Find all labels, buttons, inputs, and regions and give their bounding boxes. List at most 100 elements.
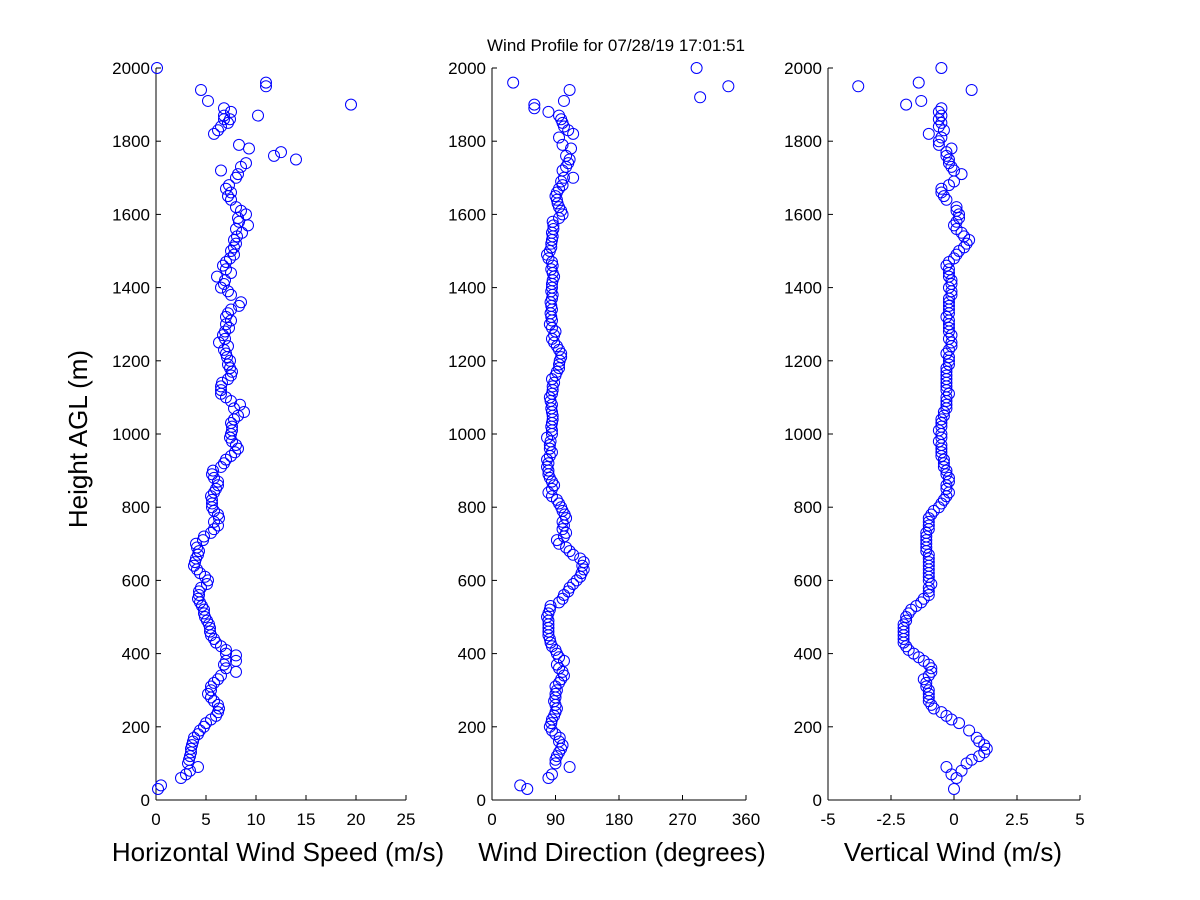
data-point — [220, 263, 232, 276]
data-point — [922, 691, 935, 704]
data-point — [574, 552, 587, 565]
y-tick-label: 800 — [122, 498, 150, 517]
data-point — [560, 526, 573, 539]
data-point — [932, 138, 945, 151]
data-point — [942, 157, 955, 170]
x-axis-label-speed: Horizontal Wind Speed (m/s) — [112, 837, 444, 867]
data-point — [942, 475, 955, 488]
data-point — [543, 603, 556, 616]
data-point — [940, 482, 953, 495]
data-point — [230, 438, 242, 451]
x-tick-label: 360 — [732, 810, 760, 829]
data-point — [208, 695, 220, 708]
data-point — [920, 530, 933, 543]
data-point — [544, 600, 557, 613]
data-point — [953, 717, 966, 730]
x-tick-label: 25 — [397, 810, 416, 829]
data-point — [932, 424, 945, 437]
data-point — [970, 731, 983, 744]
data-point — [230, 654, 242, 667]
y-tick-label: 2000 — [784, 59, 822, 78]
data-point — [950, 215, 963, 228]
data-point — [948, 219, 960, 232]
data-point — [563, 761, 576, 774]
data-point — [577, 556, 590, 569]
data-point — [152, 783, 164, 796]
y-tick-label: 1400 — [112, 279, 150, 298]
data-point — [555, 175, 568, 188]
data-point — [201, 578, 213, 591]
data-point — [528, 102, 541, 115]
data-point — [202, 574, 214, 587]
data-point — [543, 391, 556, 404]
data-point — [557, 94, 570, 107]
data-point — [205, 490, 217, 503]
data-point — [920, 676, 933, 689]
data-point — [213, 336, 225, 349]
data-point — [208, 632, 220, 645]
data-point — [240, 157, 252, 170]
data-point — [553, 651, 566, 664]
data-point — [935, 131, 948, 144]
data-point — [935, 497, 948, 510]
data-point — [553, 735, 566, 748]
data-point — [900, 640, 913, 653]
data-point — [937, 406, 950, 419]
data-point — [950, 223, 963, 236]
data-point — [212, 673, 224, 686]
data-point — [275, 146, 287, 159]
data-point — [553, 497, 566, 510]
data-point — [960, 237, 973, 250]
data-point — [252, 109, 264, 122]
data-point — [198, 530, 210, 543]
data-point — [902, 607, 915, 620]
x-tick-label: 20 — [347, 810, 366, 829]
y-tick-label: 1600 — [112, 205, 150, 224]
data-point — [220, 182, 232, 195]
data-point — [215, 164, 227, 177]
x-tick-label: 0 — [151, 810, 160, 829]
data-point — [232, 168, 244, 181]
data-point — [950, 201, 963, 214]
data-point — [920, 526, 933, 539]
data-point — [543, 442, 556, 455]
data-point — [852, 80, 865, 93]
data-point — [230, 649, 242, 662]
y-tick-label: 1400 — [784, 279, 822, 298]
data-point — [229, 446, 241, 459]
data-point — [212, 479, 224, 492]
data-point — [555, 113, 568, 126]
data-point — [935, 706, 948, 719]
x-tick-label: 10 — [247, 810, 266, 829]
y-tick-label: 400 — [122, 645, 150, 664]
data-point — [920, 680, 933, 693]
data-point — [555, 673, 568, 686]
y-tick-label: 800 — [458, 498, 486, 517]
data-point — [212, 475, 224, 488]
data-point — [195, 581, 207, 594]
data-point — [549, 757, 562, 770]
data-point — [942, 471, 955, 484]
data-point — [945, 274, 958, 287]
y-tick-label: 800 — [794, 498, 822, 517]
y-tick-label: 0 — [141, 791, 150, 810]
data-point — [912, 76, 925, 89]
data-point — [230, 223, 242, 236]
data-point — [922, 556, 935, 569]
y-tick-label: 400 — [794, 645, 822, 664]
data-point — [548, 376, 561, 389]
data-point — [958, 230, 971, 243]
data-point — [556, 138, 569, 151]
data-point — [541, 453, 554, 466]
data-point — [553, 182, 566, 195]
data-point — [897, 621, 910, 634]
data-point — [268, 149, 280, 162]
data-point — [940, 193, 953, 206]
data-point — [920, 534, 933, 547]
data-point — [897, 618, 910, 631]
data-point — [900, 98, 913, 111]
data-point — [932, 135, 945, 148]
data-point — [922, 552, 935, 565]
data-point — [942, 263, 955, 276]
